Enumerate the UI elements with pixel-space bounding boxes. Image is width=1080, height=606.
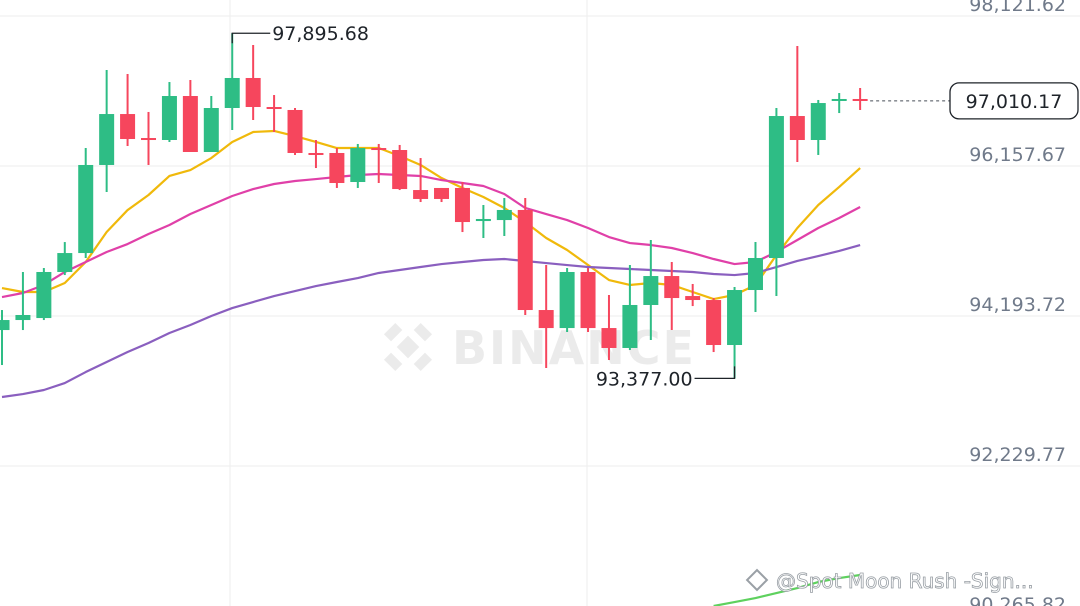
candle-body — [15, 314, 31, 321]
candle-body — [371, 148, 387, 151]
candle-body — [350, 148, 366, 183]
candle-body — [475, 218, 491, 222]
high-marker — [231, 32, 271, 44]
y-tick-label: 94,193.72 — [969, 294, 1066, 316]
overlay-lines — [1, 129, 861, 606]
candle-body — [392, 150, 408, 190]
candle-body — [99, 114, 115, 165]
candle-body — [454, 187, 470, 223]
candle-body — [852, 98, 868, 101]
credit-text: @Spot Moon Rush -Sign... — [776, 569, 1034, 593]
candle-body — [120, 114, 136, 140]
y-tick-label: 98,121.62 — [969, 0, 1066, 16]
candle-body — [496, 209, 512, 221]
candle-body — [161, 96, 177, 141]
ema-line — [1, 129, 861, 301]
y-tick-label: 96,157.67 — [969, 144, 1066, 166]
watermark-text: BINANCE — [452, 321, 696, 375]
last-price-label: 97,010.17 — [966, 91, 1063, 113]
candle-body — [831, 98, 847, 101]
candle-body — [517, 209, 533, 311]
annotations: 98,121.62 96,157.67 94,193.72 92,229.77 90,2… — [231, 0, 1079, 606]
candle-body — [538, 310, 554, 329]
watermark: BINANCE — [383, 321, 696, 375]
candle-body — [789, 116, 805, 141]
candle-body — [287, 109, 303, 153]
candle-body — [664, 276, 680, 299]
candle-body — [57, 253, 73, 272]
candle-body — [685, 296, 701, 301]
ema-line — [713, 573, 861, 606]
candle-body — [308, 152, 324, 155]
candle-body — [182, 96, 198, 152]
candle-body — [727, 290, 743, 346]
candles — [0, 33, 868, 379]
low-marker — [694, 366, 736, 380]
candle-body — [141, 138, 157, 141]
candle-body — [559, 271, 575, 329]
y-tick-label: 90,265.82 — [969, 594, 1066, 606]
candle-body — [434, 187, 450, 199]
candle-body — [266, 107, 282, 110]
candle-body — [768, 116, 784, 259]
candle-body — [580, 271, 596, 329]
candle-body — [78, 164, 94, 254]
candle-body — [706, 300, 722, 346]
credit-logo — [745, 568, 769, 592]
candle-body — [329, 152, 345, 184]
candle-body — [36, 271, 52, 319]
low-label: 93,377.00 — [596, 368, 693, 390]
candle-body — [810, 103, 826, 141]
candle-body — [643, 276, 659, 305]
y-tick-label: 92,229.77 — [969, 444, 1066, 466]
credit: @Spot Moon Rush -Sign... — [745, 568, 1034, 593]
candle-body — [747, 258, 763, 291]
candle-body — [203, 108, 219, 152]
watermark-logo — [383, 322, 433, 372]
high-label: 97,895.68 — [272, 23, 369, 45]
ema-line — [1, 172, 861, 299]
candle-body — [224, 77, 240, 109]
candle-body — [601, 328, 617, 348]
candle-body — [413, 190, 429, 199]
candle-body — [245, 77, 261, 108]
ema-line — [1, 243, 861, 399]
candle-body — [0, 320, 10, 331]
last-price-box — [949, 82, 1079, 120]
candle-body — [622, 304, 638, 348]
